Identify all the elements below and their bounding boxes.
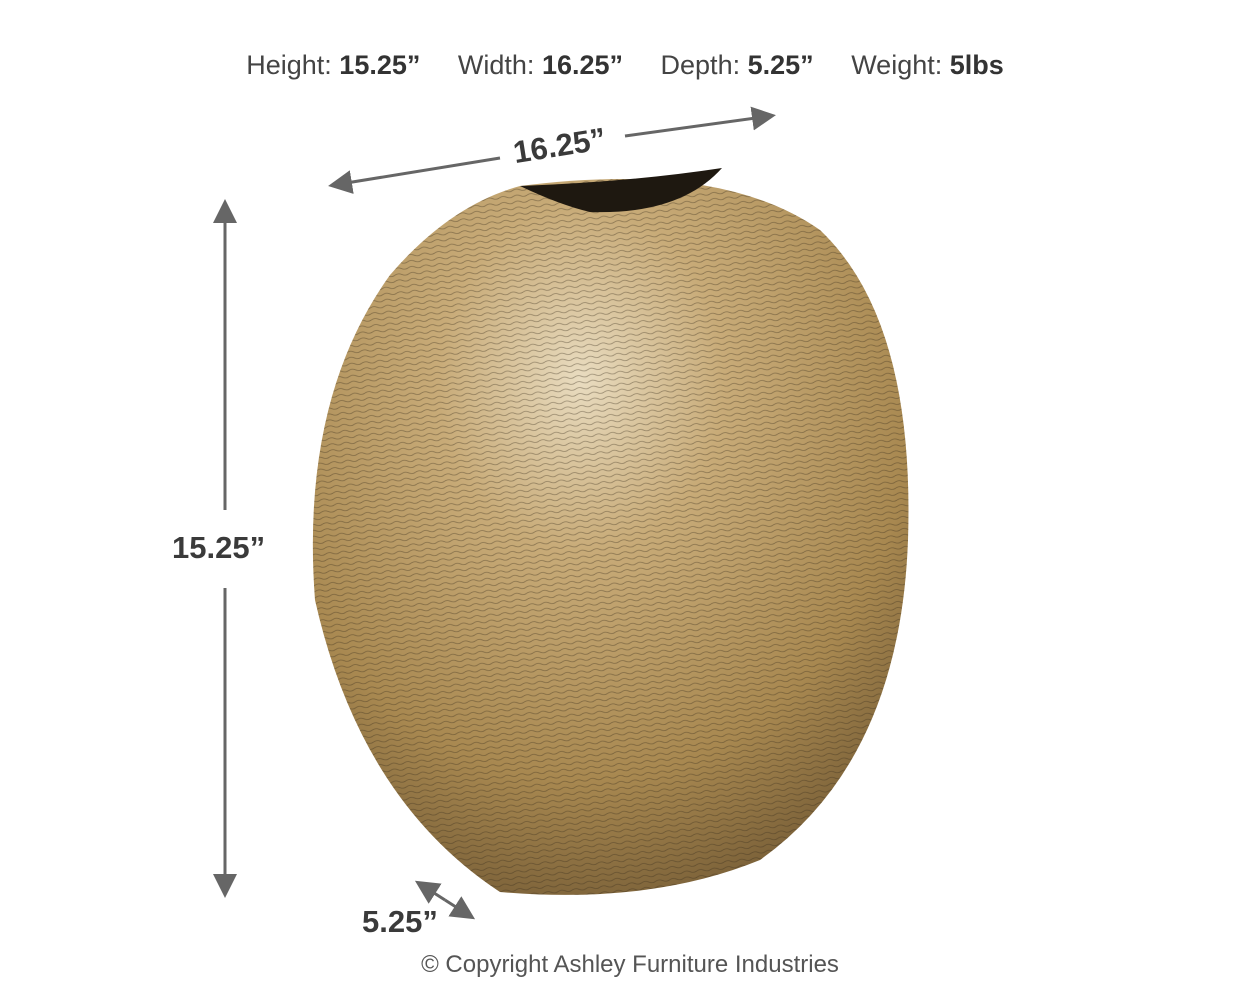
spec-weight-value: 5lbs <box>949 50 1004 80</box>
spec-row: Height: 15.25” Width: 16.25” Depth: 5.25… <box>0 50 1250 81</box>
spec-weight: Weight: 5lbs <box>851 50 1004 81</box>
spec-depth-value: 5.25” <box>747 50 814 80</box>
vase-texture <box>312 178 909 895</box>
spec-width: Width: 16.25” <box>458 50 623 81</box>
vase-image <box>312 168 909 895</box>
spec-depth-label: Depth: <box>660 50 741 80</box>
copyright: © Copyright Ashley Furniture Industries <box>421 951 839 978</box>
width-arrow-right <box>624 106 776 138</box>
vase-opening <box>520 168 722 213</box>
spec-height-label: Height: <box>246 50 332 80</box>
spec-height-value: 15.25” <box>339 50 421 80</box>
spec-width-label: Width: <box>457 50 535 80</box>
depth-arrow-front <box>444 896 476 920</box>
depth-label: 5.25” <box>362 904 438 939</box>
depth-arrow-back <box>414 880 446 904</box>
spec-depth: Depth: 5.25” <box>661 50 814 81</box>
spec-weight-label: Weight: <box>851 50 943 80</box>
height-label: 15.25” <box>172 530 266 565</box>
spec-height: Height: 15.25” <box>246 50 420 81</box>
spec-width-value: 16.25” <box>541 50 624 80</box>
width-arrow-left <box>328 156 501 194</box>
